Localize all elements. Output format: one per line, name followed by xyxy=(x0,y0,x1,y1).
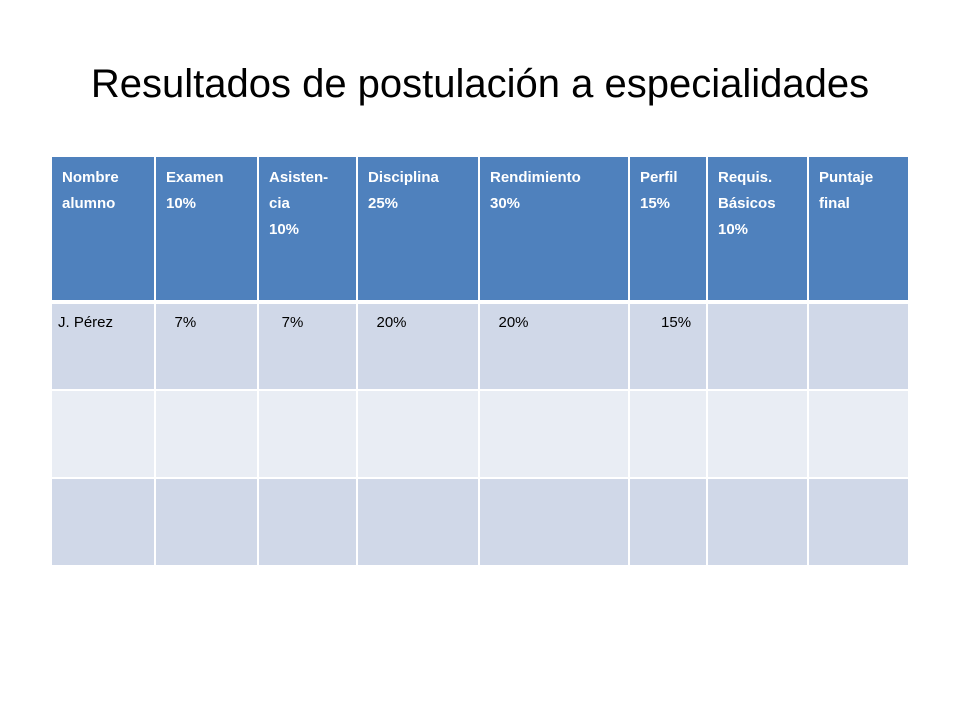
table-cell: 7% xyxy=(258,302,358,391)
table-cell xyxy=(808,302,908,391)
table-cell xyxy=(357,390,480,479)
table-cell xyxy=(707,302,809,391)
table-cell xyxy=(707,390,809,479)
column-header-asistencia: Asisten- cia 10% xyxy=(258,157,358,304)
table-cell: 7% xyxy=(155,302,259,391)
column-header-rendimiento: Rendimiento 30% xyxy=(479,157,630,304)
table-cell: J. Pérez xyxy=(52,302,156,391)
table-cell xyxy=(629,390,708,479)
column-header-nombre-alumno: Nombre alumno xyxy=(52,157,156,304)
column-header-perfil: Perfil 15% xyxy=(629,157,708,304)
table-row: J. Pérez 7% 7% 20% 20% 15% xyxy=(52,302,908,391)
table-cell xyxy=(155,390,259,479)
table-row xyxy=(52,390,908,479)
table-cell xyxy=(258,478,358,567)
table-cell xyxy=(808,478,908,567)
table-cell: 20% xyxy=(357,302,480,391)
table-cell xyxy=(357,478,480,567)
column-header-disciplina: Disciplina 25% xyxy=(357,157,480,304)
results-table: Nombre alumno Examen 10% Asisten- cia 10… xyxy=(52,157,908,567)
table-row xyxy=(52,478,908,567)
table-cell xyxy=(629,478,708,567)
table-cell xyxy=(155,478,259,567)
table-cell xyxy=(52,390,156,479)
table-cell xyxy=(479,478,630,567)
table-cell xyxy=(479,390,630,479)
column-header-requisitos-basicos: Requis. Básicos 10% xyxy=(707,157,809,304)
table-cell xyxy=(707,478,809,567)
table-cell: 15% xyxy=(629,302,708,391)
table-cell xyxy=(808,390,908,479)
slide-title: Resultados de postulación a especialidad… xyxy=(90,62,870,106)
table-cell xyxy=(258,390,358,479)
table-header-row: Nombre alumno Examen 10% Asisten- cia 10… xyxy=(52,157,908,304)
column-header-examen: Examen 10% xyxy=(155,157,259,304)
table-cell xyxy=(52,478,156,567)
column-header-puntaje-final: Puntaje final xyxy=(808,157,908,304)
table-cell: 20% xyxy=(479,302,630,391)
